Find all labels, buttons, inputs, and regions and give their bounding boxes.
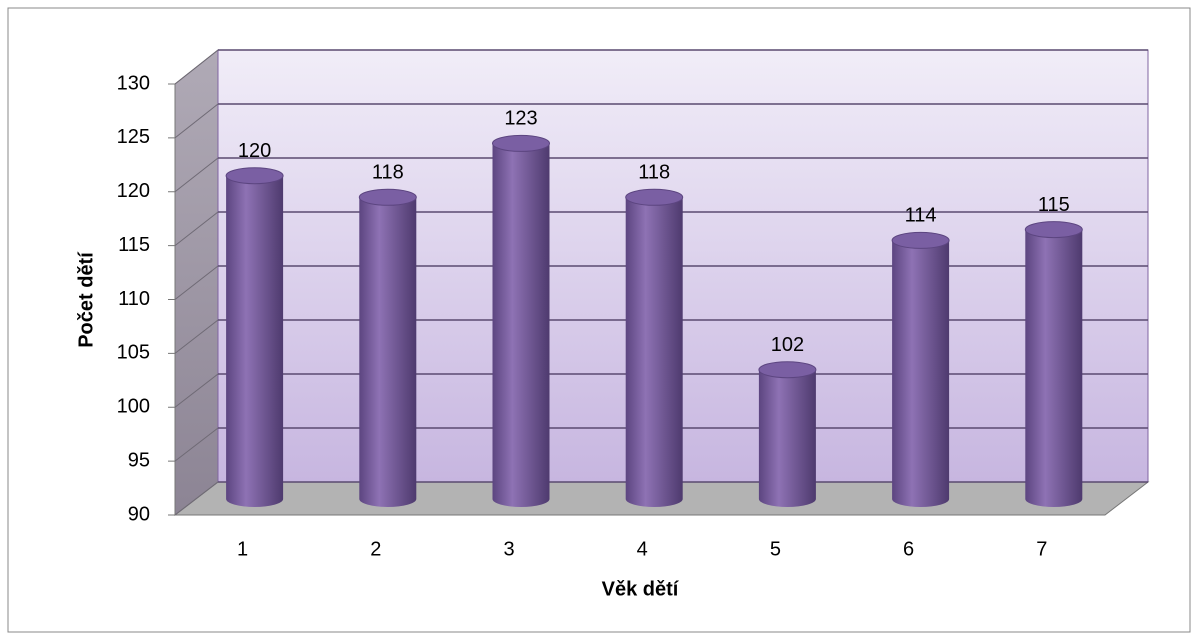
side-grid-line bbox=[174, 211, 219, 247]
bar-top bbox=[225, 167, 284, 185]
y-tick-label: 105 bbox=[117, 342, 150, 364]
y-tick-label: 95 bbox=[128, 449, 150, 471]
bar bbox=[1025, 229, 1083, 507]
side-grid-line bbox=[174, 157, 219, 193]
bar bbox=[758, 369, 816, 507]
y-tick-label: 130 bbox=[117, 72, 150, 94]
side-grid-line bbox=[174, 373, 219, 408]
data-label: 123 bbox=[504, 108, 537, 130]
x-tick-label: 5 bbox=[770, 538, 781, 560]
bar bbox=[492, 143, 550, 508]
bar-top bbox=[492, 134, 550, 152]
bar-top bbox=[625, 188, 684, 206]
data-label: 114 bbox=[905, 205, 937, 227]
bar-top bbox=[358, 188, 417, 206]
data-label: 118 bbox=[372, 162, 404, 184]
side-grid-line bbox=[174, 265, 219, 300]
y-tick-label: 115 bbox=[118, 234, 150, 256]
bar-top bbox=[758, 361, 817, 379]
bar bbox=[625, 197, 683, 508]
side-grid-line bbox=[174, 49, 219, 85]
y-axis-title: Počet dětí bbox=[75, 251, 97, 348]
side-grid-line bbox=[174, 103, 219, 139]
x-tick-label: 4 bbox=[637, 538, 648, 560]
y-tick-label: 120 bbox=[117, 180, 150, 202]
x-tick-label: 7 bbox=[1036, 538, 1047, 560]
data-label: 120 bbox=[238, 140, 271, 162]
bar bbox=[892, 240, 950, 507]
bar-top bbox=[891, 231, 950, 249]
side-grid-line bbox=[174, 319, 219, 354]
x-tick-label: 1 bbox=[237, 538, 248, 560]
data-label: 115 bbox=[1038, 194, 1070, 216]
data-label: 118 bbox=[638, 162, 670, 184]
bar-top bbox=[1024, 221, 1083, 239]
x-axis-title: Věk dětí bbox=[602, 578, 680, 600]
y-tick-label: 100 bbox=[117, 396, 150, 418]
y-tick-label: 110 bbox=[118, 288, 150, 310]
bar bbox=[359, 197, 417, 508]
data-label: 102 bbox=[771, 334, 804, 356]
x-tick-label: 6 bbox=[903, 538, 914, 560]
side-grid-line bbox=[174, 427, 219, 462]
side-grid-line bbox=[174, 481, 219, 516]
y-tick-label: 125 bbox=[117, 126, 150, 148]
x-tick-label: 3 bbox=[503, 538, 514, 560]
x-tick-label: 2 bbox=[370, 538, 381, 560]
y-tick-label: 90 bbox=[128, 503, 150, 525]
bar bbox=[226, 175, 284, 507]
